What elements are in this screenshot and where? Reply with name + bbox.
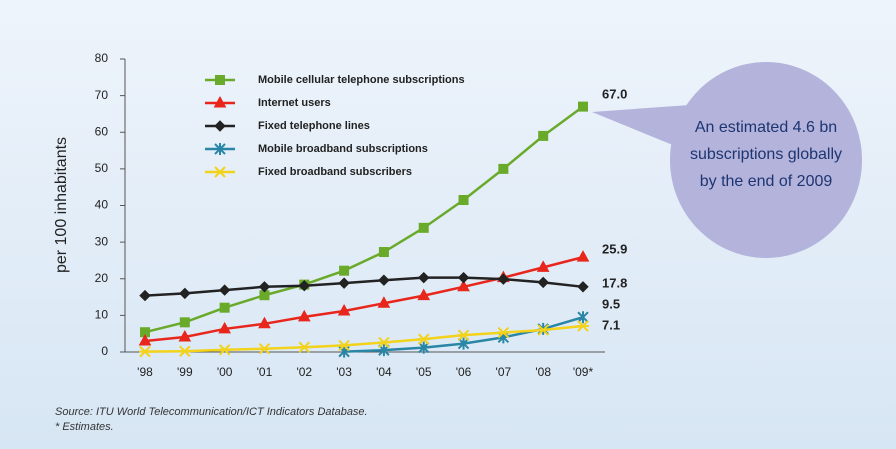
x-tick-label: '05 [416, 365, 432, 379]
point [337, 303, 351, 316]
point [418, 341, 430, 354]
point [417, 333, 430, 345]
point [378, 247, 389, 258]
callout-bubble [670, 62, 862, 258]
x-tick-label: '99 [177, 365, 193, 379]
series-line [144, 324, 584, 353]
y-tick-label: 0 [101, 344, 108, 358]
point [179, 287, 191, 300]
point [577, 281, 589, 293]
point [537, 324, 550, 336]
point [577, 320, 589, 332]
y-tick-label: 10 [95, 308, 109, 322]
legend-label: Internet users [258, 97, 331, 109]
point [298, 280, 310, 292]
point [179, 317, 190, 328]
x-tick-label: '98 [137, 365, 153, 379]
annotation: An estimated 4.6 bn [695, 119, 837, 136]
source: Source: ITU World Telecommunication/ICT … [55, 406, 368, 418]
value-label: 9.5 [602, 296, 620, 311]
y-tick-label: 80 [95, 51, 109, 65]
series-line [144, 276, 584, 297]
legend-marker [214, 120, 226, 132]
x-tick-label: '08 [535, 365, 551, 379]
point [339, 265, 350, 276]
y-tick-label: 40 [95, 198, 109, 212]
x-tick-label: '06 [456, 365, 472, 379]
point [258, 316, 271, 329]
point [377, 336, 390, 349]
y-tick-label: 20 [95, 271, 109, 285]
point [218, 321, 231, 334]
value-label: 25.9 [602, 241, 627, 256]
point [258, 342, 271, 355]
point [219, 302, 230, 313]
series-line [144, 255, 584, 343]
legend-marker [214, 166, 226, 178]
x-tick-label: '02 [296, 365, 312, 379]
point [457, 279, 470, 292]
point [457, 271, 470, 284]
point [578, 101, 588, 112]
point [378, 274, 390, 286]
point [417, 288, 431, 301]
y-tick-label: 30 [95, 234, 109, 248]
x-tick-label: '00 [217, 365, 233, 379]
x-tick-label: '01 [257, 365, 273, 379]
y-axis-label: per 100 inhabitants [53, 137, 70, 273]
y-tick-label: 60 [95, 124, 109, 138]
point [138, 333, 152, 346]
legend-label: Mobile broadband subscriptions [258, 143, 428, 155]
point [458, 195, 469, 206]
point [457, 337, 470, 350]
point [536, 260, 550, 272]
point [418, 271, 430, 284]
point [418, 222, 429, 233]
value-label: 7.1 [602, 317, 620, 332]
point [178, 345, 191, 357]
legend-label: Mobile cellular telephone subscriptions [258, 74, 465, 86]
x-tick-label: '04 [376, 365, 392, 379]
x-tick-label: '09* [573, 365, 594, 379]
point [178, 329, 192, 342]
y-tick-label: 50 [95, 161, 109, 175]
legend-label: Fixed broadband subscribers [258, 166, 412, 178]
point [497, 326, 510, 339]
point [497, 273, 510, 285]
legend-marker [215, 75, 225, 85]
point [218, 344, 231, 356]
y-tick-label: 70 [95, 88, 109, 102]
point [537, 276, 549, 289]
value-label: 17.8 [602, 275, 627, 290]
point [498, 163, 509, 174]
point [258, 281, 271, 293]
point [338, 339, 351, 352]
point [218, 284, 231, 296]
point [457, 329, 470, 341]
value-label: 67.0 [602, 86, 627, 101]
point [577, 311, 589, 324]
point [377, 296, 391, 308]
point [139, 345, 151, 358]
x-tick-label: '03 [336, 365, 352, 379]
legend-marker [214, 143, 226, 155]
point [538, 130, 549, 141]
point [297, 309, 311, 322]
annotation: subscriptions globally [690, 146, 842, 163]
series-line [144, 105, 584, 334]
point [338, 277, 350, 289]
note: * Estimates. [55, 421, 114, 433]
x-tick-label: '07 [496, 365, 512, 379]
legend-marker [213, 95, 227, 108]
point [139, 289, 151, 302]
callout-pointer [592, 105, 690, 150]
point [298, 341, 311, 353]
point [576, 250, 590, 262]
legend-label: Fixed telephone lines [258, 120, 370, 132]
annotation: by the end of 2009 [700, 173, 833, 190]
